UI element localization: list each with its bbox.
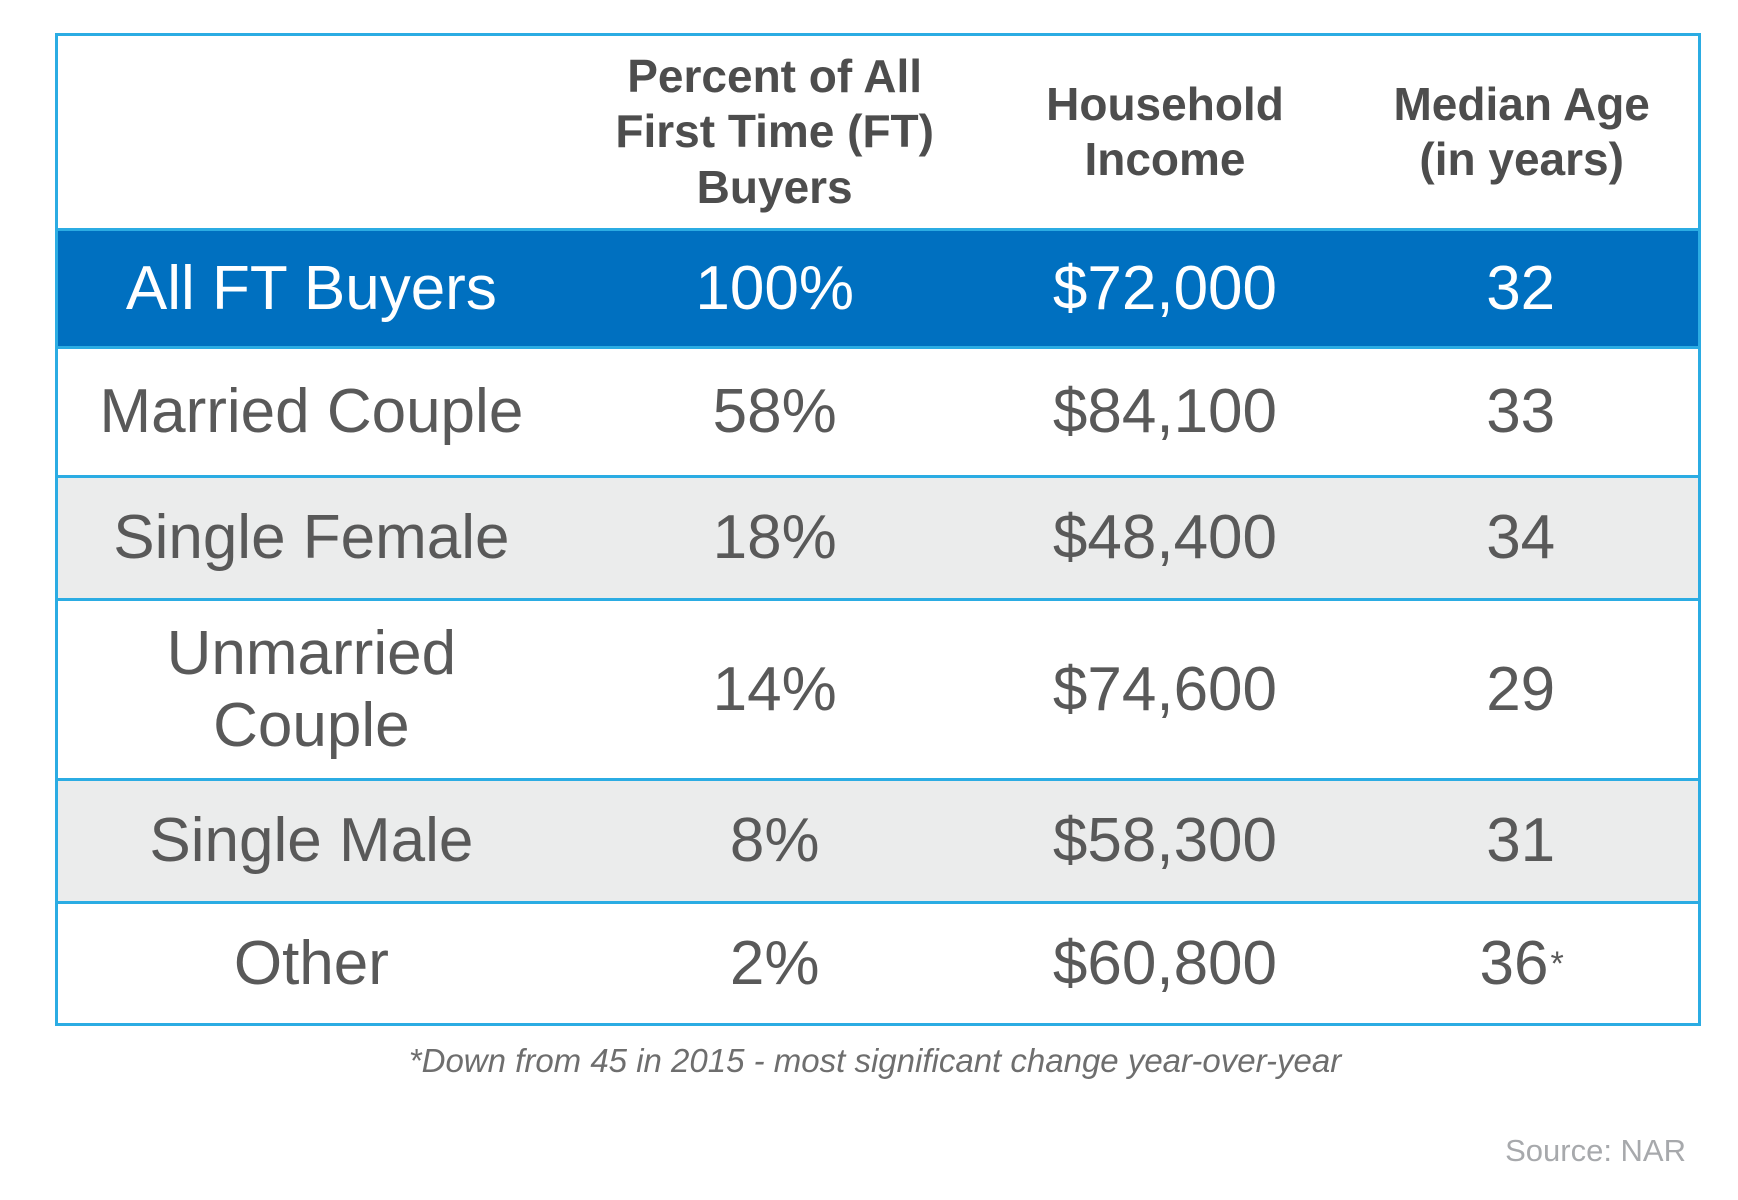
age-value: 33: [1345, 349, 1698, 475]
table-row-single-male: Single Male 8% $58,300 31: [58, 778, 1698, 901]
age-number: 33: [1486, 377, 1556, 447]
percent-value: 18%: [712, 503, 837, 573]
age-number: 36: [1479, 928, 1549, 998]
percent-value: 14%: [712, 654, 837, 724]
table-row-other: Other 2% $60,800 36 *: [58, 901, 1698, 1023]
header-percent-ft-buyers: Percent of All First Time (FT) Buyers: [615, 50, 934, 213]
income-value: $72,000: [1052, 253, 1278, 323]
table-row-married-couple: Married Couple 58% $84,100 33: [58, 346, 1698, 475]
table-row-unmarried-couple: Unmarried Couple 14% $74,600 29: [58, 598, 1698, 778]
row-label: All FT Buyers: [125, 253, 497, 323]
header-household-income: Household Income: [1046, 77, 1284, 185]
age-number: 31: [1486, 806, 1556, 876]
age-value: 32: [1345, 231, 1698, 346]
row-label: Married Couple: [99, 377, 524, 447]
header-buyer-type: [58, 36, 565, 228]
age-number: 32: [1486, 253, 1556, 323]
row-label: Single Male: [149, 806, 474, 876]
age-value: 31: [1345, 781, 1698, 901]
footnote: *Down from 45 in 2015 - most significant…: [408, 1042, 1342, 1079]
percent-value: 58%: [712, 377, 837, 447]
age-value: 36 *: [1479, 928, 1564, 998]
income-value: $58,300: [1052, 806, 1278, 876]
income-value: $48,400: [1052, 503, 1278, 573]
row-label: Other: [233, 928, 389, 998]
table-header-row: Percent of All First Time (FT) Buyers Ho…: [58, 36, 1698, 228]
row-label: Unmarried Couple: [166, 619, 457, 760]
age-value: 29: [1345, 601, 1698, 778]
source-credit: Source: NAR: [1505, 1133, 1686, 1168]
income-value: $60,800: [1052, 928, 1278, 998]
percent-value: 100%: [695, 253, 854, 323]
income-value: $74,600: [1052, 654, 1278, 724]
percent-value: 2%: [729, 928, 820, 998]
income-value: $84,100: [1052, 377, 1278, 447]
row-label: Single Female: [113, 503, 510, 573]
table-row-single-female: Single Female 18% $48,400 34: [58, 475, 1698, 598]
header-median-age: Median Age (in years): [1393, 77, 1650, 185]
age-number: 29: [1486, 654, 1556, 724]
percent-value: 8%: [729, 806, 820, 876]
age-number: 34: [1486, 503, 1556, 573]
table-row-all-ft-buyers: All FT Buyers 100% $72,000 32: [58, 228, 1698, 346]
first-time-buyers-table: Percent of All First Time (FT) Buyers Ho…: [55, 33, 1701, 1026]
age-value: 34: [1345, 478, 1698, 598]
